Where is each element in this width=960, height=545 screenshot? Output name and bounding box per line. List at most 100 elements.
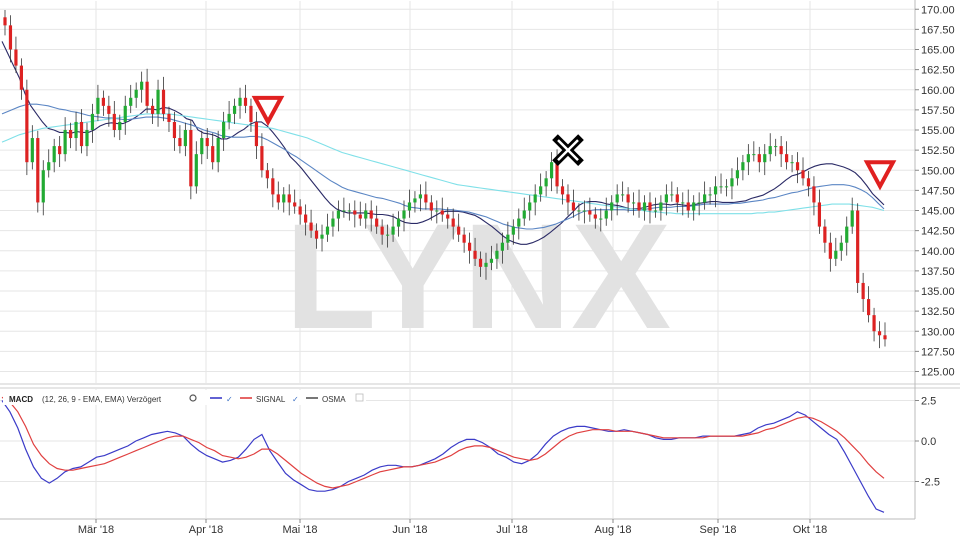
candle-up	[506, 234, 510, 243]
price-tick-label: 162.50	[921, 65, 955, 77]
candle-up	[604, 210, 608, 219]
candle-down	[462, 234, 466, 243]
candle-up	[653, 210, 658, 212]
candle-down	[358, 214, 362, 219]
candle-down	[369, 210, 373, 219]
candle-up	[85, 130, 89, 147]
price-tick-label: 147.50	[921, 185, 955, 197]
candle-up	[396, 218, 401, 227]
candle-down	[36, 138, 40, 203]
candle-down	[68, 130, 73, 139]
candle-down	[161, 89, 166, 114]
candle-up	[659, 202, 663, 211]
candle-up	[194, 154, 198, 187]
candle-up	[227, 113, 231, 122]
candle-down	[785, 154, 789, 163]
candle-up	[741, 162, 745, 171]
candle-down	[205, 138, 209, 147]
candle-up	[681, 202, 685, 204]
macd-lines	[1, 396, 885, 513]
candle-down	[172, 121, 177, 139]
candle-down	[3, 17, 7, 26]
candle-up	[834, 250, 838, 259]
candle-up	[621, 194, 625, 196]
macd-series-macd	[1, 400, 885, 513]
candle-up	[134, 89, 138, 98]
price-tick-label: 167.50	[921, 24, 955, 36]
candle-down	[429, 202, 433, 211]
candle-down	[304, 214, 308, 223]
candle-down	[19, 65, 23, 90]
candle-up	[746, 154, 750, 163]
legend-gear-icon[interactable]	[189, 394, 197, 402]
candle-up	[413, 198, 417, 203]
legend-checkbox-icon[interactable]	[355, 393, 364, 402]
price-tick-label: 145.00	[921, 206, 955, 218]
candle-down	[101, 97, 105, 106]
price-tick-label: 152.50	[921, 145, 955, 157]
candle-down	[675, 194, 679, 203]
legend-checkmark-icon[interactable]: ✓	[292, 395, 299, 404]
candle-up	[774, 146, 778, 148]
candle-down	[812, 186, 816, 203]
date-tick-label: Sep '18	[700, 524, 737, 536]
candle-up	[325, 226, 330, 235]
candle-up	[670, 194, 674, 196]
candle-up	[282, 194, 286, 203]
candle-down	[560, 186, 565, 195]
legend-checkmark-icon[interactable]: ✓	[226, 395, 233, 404]
candle-up	[238, 97, 242, 106]
candle-up	[735, 170, 740, 179]
candle-up	[730, 178, 734, 187]
candle-down	[817, 202, 822, 227]
legend-osma-label: OSMA	[322, 395, 346, 404]
price-tick-label: 135.00	[921, 286, 955, 298]
candle-up	[402, 210, 406, 219]
candle-down	[757, 154, 761, 163]
candle-up	[232, 105, 237, 114]
candle-up	[713, 186, 718, 195]
candle-up	[342, 210, 346, 212]
date-tick-label: Jul '18	[496, 524, 527, 536]
candle-down	[424, 194, 428, 203]
series-line-ema-long	[1, 113, 885, 215]
price-tick-label: 165.00	[921, 45, 955, 57]
candle-down	[353, 210, 357, 215]
candle-down	[265, 170, 269, 179]
candle-up	[407, 202, 412, 211]
candle-up	[642, 202, 647, 211]
candle-down	[145, 81, 149, 106]
candle-up	[599, 218, 603, 220]
candle-up	[582, 210, 586, 212]
candle-up	[386, 234, 390, 236]
candle-up	[331, 218, 335, 227]
candle-up	[41, 170, 45, 203]
candle-down	[314, 230, 319, 239]
series-line-ema-mid	[1, 103, 885, 230]
candle-down	[276, 194, 280, 203]
candle-down	[593, 214, 597, 219]
signal-markers	[251, 95, 897, 191]
candle-down	[260, 146, 264, 171]
price-tick-label: 150.00	[921, 165, 955, 177]
candle-up	[364, 210, 368, 219]
candle-down	[440, 210, 444, 215]
candle-up	[703, 194, 707, 203]
candle-up	[30, 138, 34, 163]
panel-frames	[0, 0, 960, 520]
candle-up	[697, 202, 701, 204]
candle-down	[877, 331, 882, 336]
date-tick-label: Jun '18	[392, 524, 427, 536]
candle-up	[544, 178, 548, 187]
candle-down	[189, 130, 193, 187]
candle-down	[478, 258, 483, 267]
cross-signal-marker-highlight	[557, 139, 579, 162]
candle-up	[489, 258, 494, 263]
candle-up	[549, 162, 554, 179]
candle-down	[271, 178, 275, 195]
candle-down	[8, 25, 13, 50]
candle-up	[850, 210, 854, 227]
candle-up	[839, 242, 843, 251]
candle-down	[211, 146, 215, 163]
